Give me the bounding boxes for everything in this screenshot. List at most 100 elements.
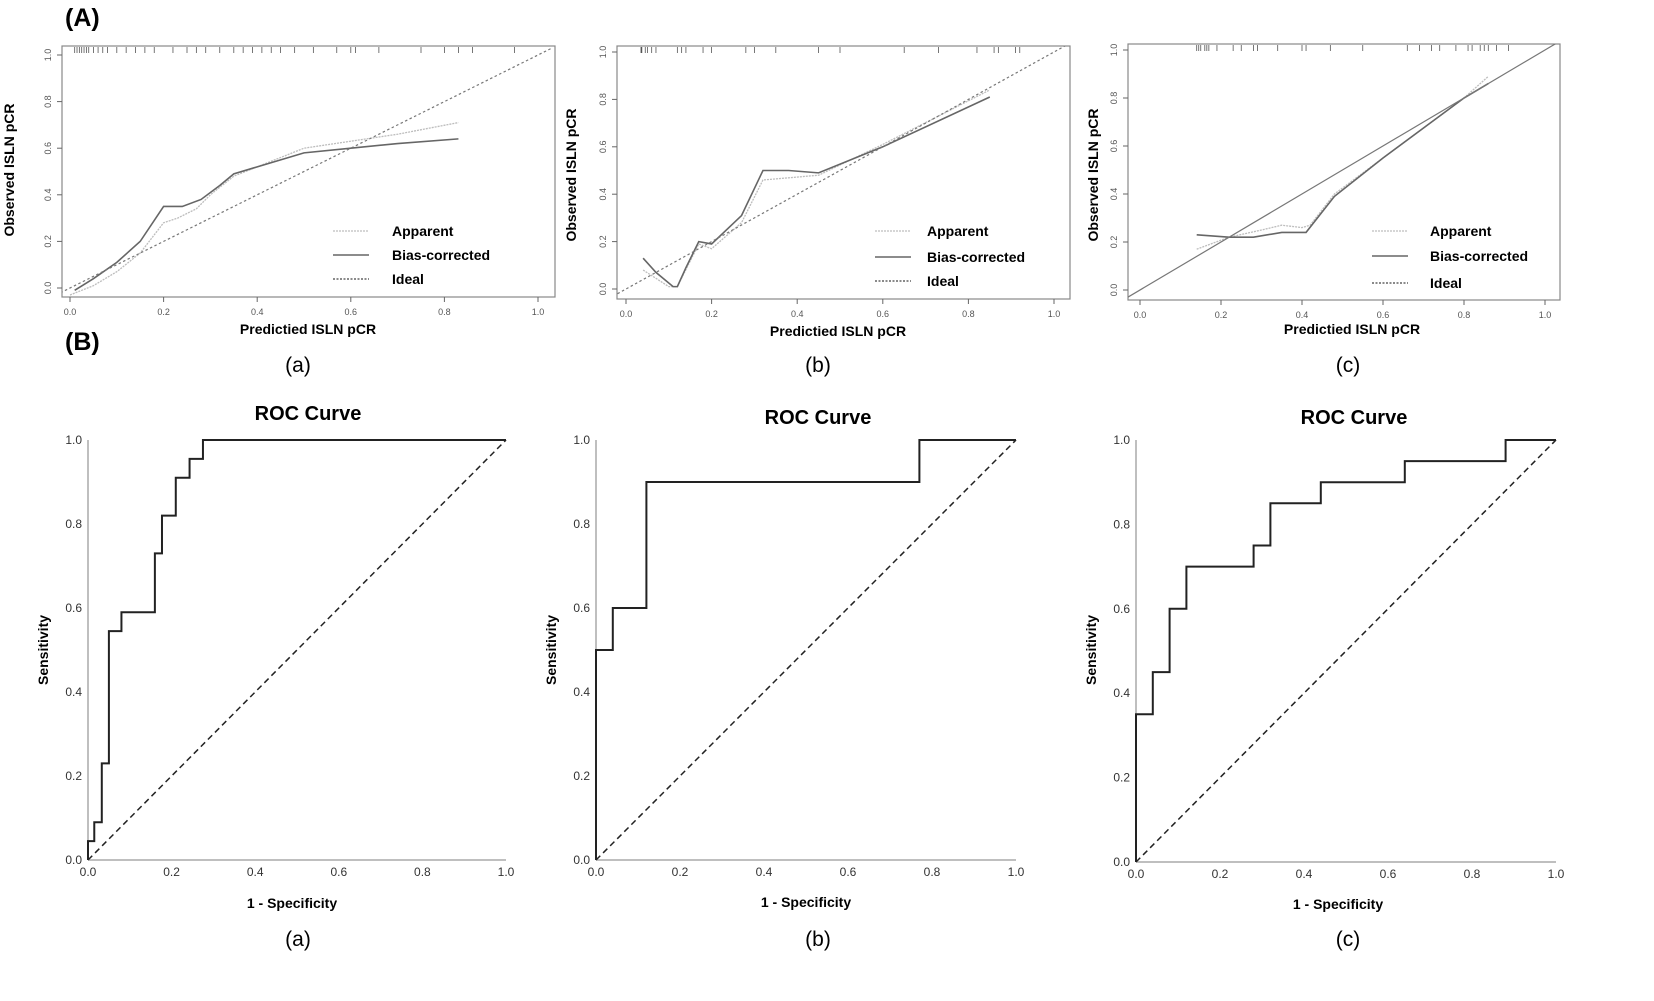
panel-label: (c) <box>1336 928 1361 951</box>
series-apparent <box>69 121 459 296</box>
y-axis-label: Sensitivity <box>543 615 559 685</box>
x-tick-label: 0.6 <box>877 309 890 319</box>
chart-roc-b: (b) 1 - Specificity Sensitivity ROC Curve 0.… <box>543 407 1025 951</box>
roc-curve <box>1135 439 1556 862</box>
y-tick-label: 0.2 <box>43 235 53 248</box>
reference-diagonal <box>87 439 507 861</box>
section-label-b: (B) <box>65 328 100 356</box>
y-axis-label: Sensitivity <box>35 615 51 685</box>
x-tick-label: 0.0 <box>1128 867 1145 881</box>
panel-label: (b) <box>805 354 831 377</box>
y-tick-label: 0.6 <box>598 141 608 154</box>
x-tick-label: 0.4 <box>1296 867 1313 881</box>
y-tick-label: 0.4 <box>573 685 590 699</box>
x-tick-label: 0.2 <box>163 865 180 879</box>
x-tick-label: 0.2 <box>157 307 170 317</box>
panel-label: (a) <box>285 354 311 377</box>
x-tick-label: 1.0 <box>1548 867 1565 881</box>
panel-label: (b) <box>805 928 831 951</box>
legend-label: Bias-corrected <box>927 249 1025 265</box>
y-tick-label: 0.8 <box>43 95 53 108</box>
x-tick-label: 0.8 <box>1464 867 1481 881</box>
y-tick-label: 0.2 <box>1113 771 1130 785</box>
reference-diagonal <box>595 439 1017 861</box>
y-tick-label: 0.4 <box>1109 188 1119 201</box>
y-tick-label: 0.0 <box>1109 284 1119 297</box>
y-axis-label: Observed ISLN pCR <box>1085 108 1101 241</box>
chart-calibration-a: (a) Predictied ISLN pCR Observed ISLN pCR 0… <box>1 45 556 377</box>
x-tick-label: 0.0 <box>1134 310 1147 320</box>
x-tick-label: 0.2 <box>672 865 689 879</box>
panel-label: (c) <box>1336 354 1361 377</box>
roc-curve <box>595 439 1016 860</box>
x-tick-label: 0.2 <box>705 309 718 319</box>
x-tick-label: 0.8 <box>924 865 941 879</box>
y-tick-label: 0.2 <box>598 235 608 248</box>
plot-frame <box>616 45 1071 300</box>
y-tick-label: 0.0 <box>573 853 590 867</box>
series-ideal <box>62 47 553 293</box>
x-tick-label: 1.0 <box>498 865 515 879</box>
y-tick-label: 0.6 <box>43 142 53 155</box>
legend-label: Apparent <box>392 223 454 239</box>
chart-roc-a: (a) 1 - Specificity Sensitivity ROC Curve 0.… <box>35 403 515 951</box>
y-tick-label: 0.4 <box>1113 686 1130 700</box>
legend-label: Ideal <box>392 271 424 287</box>
y-tick-label: 0.6 <box>1109 140 1119 153</box>
y-tick-label: 0.2 <box>573 769 590 783</box>
plot-frame <box>61 45 556 298</box>
x-tick-label: 0.0 <box>588 865 605 879</box>
chart-title: ROC Curve <box>765 407 872 429</box>
y-tick-label: 0.6 <box>1113 602 1130 616</box>
chart-roc-c: (c) 1 - Specificity Sensitivity ROC Curve 0.… <box>1083 407 1565 951</box>
x-tick-label: 1.0 <box>1048 309 1061 319</box>
x-axis-label: Predictied ISLN pCR <box>1284 321 1420 337</box>
x-tick-label: 0.6 <box>1377 310 1390 320</box>
x-tick-label: 1.0 <box>532 307 545 317</box>
x-tick-label: 0.4 <box>1296 310 1309 320</box>
legend-label: Bias-corrected <box>1430 248 1528 264</box>
y-tick-label: 0.2 <box>65 769 82 783</box>
section-label-a: (A) <box>65 4 100 32</box>
x-axis-label: 1 - Specificity <box>247 895 337 911</box>
x-axis-label: Predictied ISLN pCR <box>240 321 376 337</box>
y-tick-label: 0.8 <box>573 517 590 531</box>
x-tick-label: 0.2 <box>1212 867 1229 881</box>
x-axis-label: Predictied ISLN pCR <box>770 323 906 339</box>
x-tick-label: 0.0 <box>620 309 633 319</box>
y-tick-label: 1.0 <box>65 433 82 447</box>
x-tick-label: 0.6 <box>345 307 358 317</box>
y-tick-label: 1.0 <box>1113 433 1130 447</box>
legend-label: Bias-corrected <box>392 247 490 263</box>
series-bias-corrected <box>74 138 459 292</box>
panel-label: (a) <box>285 928 311 951</box>
x-tick-label: 0.6 <box>1380 867 1397 881</box>
x-tick-label: 0.4 <box>791 309 804 319</box>
series-ideal <box>1128 44 1557 298</box>
y-tick-label: 0.6 <box>573 601 590 615</box>
x-tick-label: 0.8 <box>438 307 451 317</box>
legend-label: Ideal <box>927 273 959 289</box>
y-tick-label: 0.2 <box>1109 236 1119 249</box>
legend-label: Ideal <box>1430 275 1462 291</box>
y-tick-label: 1.0 <box>43 49 53 62</box>
x-tick-label: 0.8 <box>962 309 975 319</box>
series-bias-corrected <box>1196 82 1489 238</box>
chart-title: ROC Curve <box>1301 407 1408 429</box>
chart-title: ROC Curve <box>255 403 362 425</box>
y-tick-label: 0.0 <box>598 283 608 296</box>
y-axis-label: Observed ISLN pCR <box>563 108 579 241</box>
y-tick-label: 0.0 <box>43 282 53 295</box>
x-tick-label: 0.0 <box>64 307 77 317</box>
x-tick-label: 0.4 <box>756 865 773 879</box>
x-tick-label: 0.6 <box>840 865 857 879</box>
y-tick-label: 0.0 <box>1113 855 1130 869</box>
x-axis-label: 1 - Specificity <box>1293 896 1383 912</box>
y-tick-label: 0.8 <box>1109 92 1119 105</box>
x-tick-label: 0.4 <box>251 307 264 317</box>
y-tick-label: 0.4 <box>598 188 608 201</box>
y-tick-label: 0.8 <box>598 93 608 106</box>
x-axis-label: 1 - Specificity <box>761 894 851 910</box>
y-tick-label: 0.6 <box>65 601 82 615</box>
